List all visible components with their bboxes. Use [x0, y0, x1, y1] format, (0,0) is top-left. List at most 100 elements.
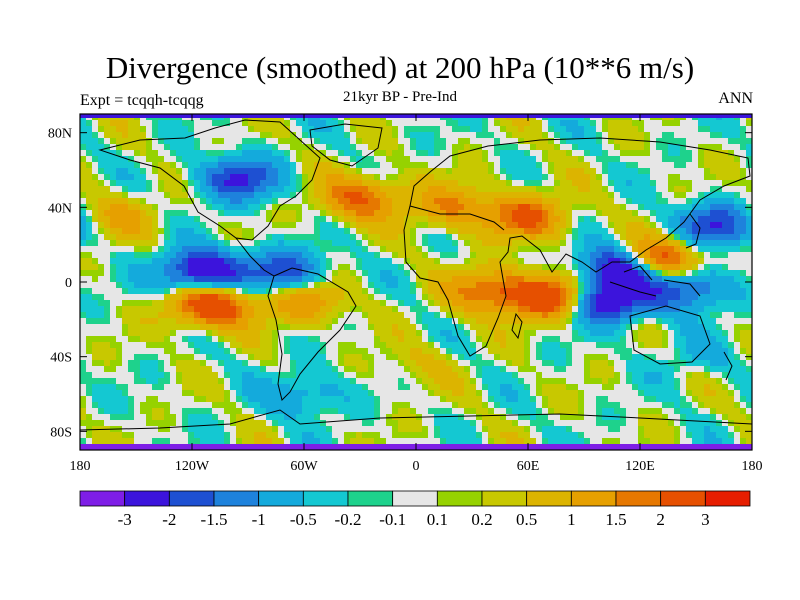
- field-cell: [704, 342, 711, 349]
- field-cell: [602, 324, 609, 331]
- field-cell: [128, 234, 135, 241]
- field-cell: [164, 150, 171, 157]
- field-cell: [176, 216, 183, 223]
- field-cell: [446, 210, 453, 217]
- field-cell: [194, 156, 201, 163]
- field-cell: [230, 282, 237, 289]
- field-cell: [428, 234, 435, 241]
- field-cell: [230, 270, 237, 277]
- field-cell: [98, 180, 105, 187]
- field-cell: [230, 162, 237, 169]
- field-cell: [290, 252, 297, 259]
- field-cell: [728, 324, 735, 331]
- field-cell: [488, 342, 495, 349]
- field-cell: [362, 366, 369, 373]
- field-cell: [170, 348, 177, 355]
- field-cell: [722, 156, 729, 163]
- field-cell: [284, 318, 291, 325]
- field-cell: [86, 162, 93, 169]
- field-cell: [620, 336, 627, 343]
- field-cell: [314, 378, 321, 385]
- field-cell: [416, 288, 423, 295]
- field-cell: [620, 366, 627, 373]
- field-cell: [458, 378, 465, 385]
- field-cell: [164, 360, 171, 367]
- field-cell: [206, 276, 213, 283]
- field-cell: [134, 222, 141, 229]
- field-cell: [638, 354, 645, 361]
- field-cell: [578, 216, 585, 223]
- field-cell: [110, 216, 117, 223]
- field-cell: [92, 180, 99, 187]
- field-cell: [242, 336, 249, 343]
- field-cell: [620, 126, 627, 133]
- field-cell: [380, 354, 387, 361]
- field-cell: [212, 138, 219, 145]
- field-cell: [644, 336, 651, 343]
- field-cell: [686, 150, 693, 157]
- field-cell: [110, 180, 117, 187]
- field-cell: [446, 234, 453, 241]
- field-cell: [398, 216, 405, 223]
- field-cell: [236, 258, 243, 265]
- field-cell: [722, 354, 729, 361]
- field-cell: [746, 150, 752, 157]
- field-cell: [260, 234, 267, 241]
- field-cell: [200, 192, 207, 199]
- field-cell: [464, 378, 471, 385]
- field-cell: [626, 348, 633, 355]
- field-cell: [206, 282, 213, 289]
- field-cell: [434, 282, 441, 289]
- field-cell: [254, 126, 261, 133]
- field-cell: [338, 360, 345, 367]
- field-cell: [380, 144, 387, 151]
- field-cell: [464, 132, 471, 139]
- field-cell: [632, 366, 639, 373]
- field-cell: [500, 360, 507, 367]
- field-cell: [422, 144, 429, 151]
- field-cell: [326, 192, 333, 199]
- field-cell: [392, 258, 399, 265]
- field-cell: [122, 294, 129, 301]
- field-cell: [260, 162, 267, 169]
- field-cell: [434, 198, 441, 205]
- field-cell: [272, 126, 279, 133]
- field-cell: [176, 126, 183, 133]
- field-cell: [320, 348, 327, 355]
- field-cell: [680, 312, 687, 319]
- field-cell: [206, 150, 213, 157]
- field-cell: [182, 240, 189, 247]
- field-cell: [584, 132, 591, 139]
- field-cell: [650, 132, 657, 139]
- field-cell: [620, 264, 627, 271]
- field-cell: [212, 324, 219, 331]
- field-cell: [422, 120, 429, 127]
- field-cell: [110, 330, 117, 337]
- field-cell: [578, 360, 585, 367]
- field-cell: [320, 312, 327, 319]
- field-cell: [536, 234, 543, 241]
- field-cell: [554, 264, 561, 271]
- field-cell: [680, 234, 687, 241]
- field-cell: [374, 174, 381, 181]
- field-cell: [158, 132, 165, 139]
- field-cell: [146, 168, 153, 175]
- field-cell: [92, 330, 99, 337]
- field-cell: [188, 330, 195, 337]
- field-cell: [344, 192, 351, 199]
- field-cell: [140, 198, 147, 205]
- field-cell: [332, 264, 339, 271]
- field-cell: [278, 126, 285, 133]
- field-cell: [536, 312, 543, 319]
- field-cell: [332, 222, 339, 229]
- field-cell: [314, 342, 321, 349]
- field-cell: [182, 210, 189, 217]
- field-cell: [332, 228, 339, 235]
- field-cell: [554, 258, 561, 265]
- field-cell: [344, 330, 351, 337]
- field-cell: [584, 264, 591, 271]
- field-cell: [674, 168, 681, 175]
- field-cell: [362, 354, 369, 361]
- field-cell: [224, 360, 231, 367]
- field-cell: [404, 366, 411, 373]
